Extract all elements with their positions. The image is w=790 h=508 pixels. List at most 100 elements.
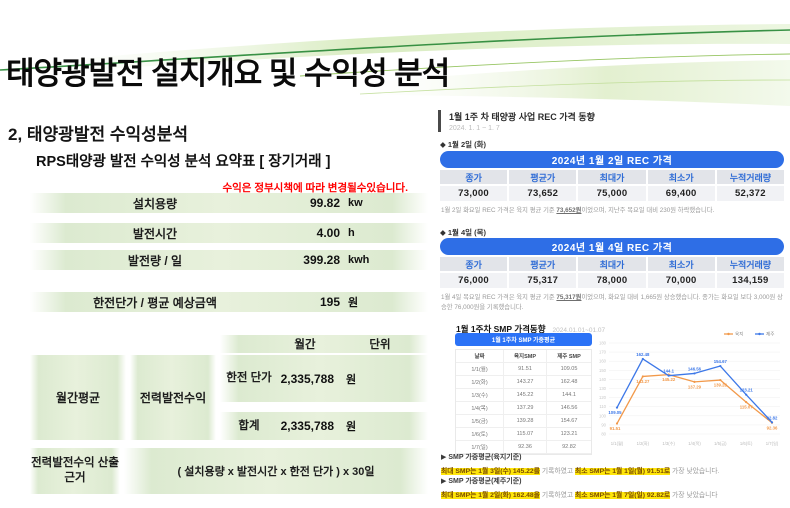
rec-value-cell: 78,000 (578, 273, 646, 288)
smp-summary-land: ▶ SMP 가중평균(육지기준) 최대 SMP는 1월 3일(수) 145.22… (441, 452, 787, 475)
monthly-average-label: 월간평균 (55, 391, 101, 405)
notice-text: 수익은 정부시책에 따라 변경될수있습니다. (222, 182, 408, 194)
smp-cell: 154.67 (547, 415, 591, 428)
smp-title-row: 1월 1주차 SMP 가격동향 2024.01.01~01.07 (456, 319, 605, 337)
row-label: 발전량 / 일 (127, 253, 183, 268)
detail-value: 2,335,788 (280, 371, 334, 386)
smp-summary-line: 최대 SMP는 1월 2일(화) 162.48을 기록하였고 최소 SMP는 1… (441, 489, 787, 499)
rec-header-period: 2024. 1. 1 ~ 1. 7 (449, 125, 500, 132)
rec-header-title: 1월 1주 차 태양광 사업 REC 가격 동향 (449, 112, 595, 122)
rec-col-header: 누적거래량 (716, 170, 784, 184)
basis-formula-cell: ( 설치용량 x 발전시간 x 한전 단가 ) x 30일 (124, 448, 428, 494)
summary-row: 발전시간 4.00 h (30, 223, 428, 243)
summary-text: 기록하였고 (539, 468, 575, 475)
svg-text:137.29: 137.29 (688, 384, 702, 389)
rec-value-cell: 76,000 (440, 273, 508, 288)
row-unit: 원 (348, 297, 359, 309)
svg-text:1/4(목): 1/4(목) (688, 441, 701, 447)
smp-cell: 144.1 (547, 389, 591, 402)
smp-cell: 92.36 (504, 441, 547, 454)
rec-value-cell: 73,652 (509, 186, 577, 201)
rec-table-title-2: 2024년 1월 4일 REC 가격 (440, 238, 784, 255)
row-value: 4.00 (316, 226, 340, 240)
rec-header: 1월 1주 차 태양광 사업 REC 가격 동향 2024. 1. 1 ~ 1.… (438, 110, 595, 132)
svg-text:91.51: 91.51 (610, 426, 621, 431)
smp-cell: 1/2(화) (456, 376, 504, 389)
rec-col-header: 최대가 (578, 170, 646, 184)
smp-cell: 137.29 (504, 402, 547, 415)
summary-table-title: RPS태양광 발전 수익성 분석 요약표 [ 장기거래 ] (36, 154, 331, 170)
smp-data-row: 1/5(금) 139.28 154.67 (456, 415, 591, 428)
svg-text:육지: 육지 (735, 331, 743, 338)
smp-cell: 1/6(토) (456, 428, 504, 441)
row-unit: h (348, 227, 355, 239)
smp-cell: 109.05 (547, 363, 591, 376)
min-smp-highlight: 최소 SMP는 1월 7일(일) 92.82로 (574, 492, 671, 499)
row-unit: kwh (348, 254, 370, 266)
svg-text:123.21: 123.21 (740, 388, 754, 393)
svg-text:1/5(금): 1/5(금) (714, 441, 727, 446)
smp-title: 1월 1주차 SMP 가격동향 (456, 324, 546, 334)
svg-text:154.67: 154.67 (714, 359, 728, 364)
rec-note-2: 1월 4일 목요일 REC 가격은 육지 평균 기준 75,317원이었으며, … (441, 293, 785, 312)
rec-note-1: 1월 2일 화요일 REC 가격은 육지 평균 기준 73,652원이었으며, … (441, 206, 785, 215)
smp-table-header: 1월 1주차 SMP 가중평균 (455, 333, 592, 346)
rec-column-headers: 종가 평균가 최대가 최소가 누적거래량 (440, 170, 784, 184)
smp-cell: 1/3(수) (456, 389, 504, 402)
svg-text:143.27: 143.27 (636, 379, 650, 384)
note-text: 이었으며, 화요일 대비 1,665원 상승했습니다. 종가는 화요일 보다 3… (441, 294, 783, 311)
detail-row-kepco: 한전 단가 2,335,788 원 (220, 355, 428, 402)
rec-col-header: 종가 (440, 170, 508, 184)
smp-cell: 123.21 (547, 428, 591, 441)
rec-price-table-2: 2024년 1월 4일 REC 가격 종가 평균가 최대가 최소가 누적거래량 76,0… (440, 238, 784, 288)
svg-text:180: 180 (599, 341, 607, 346)
smp-header-row: 날짜 육지SMP 제주 SMP (456, 350, 591, 363)
smp-line-chart: 80 90 100 110 120 130 140 150 160 170 180 1/1(월) 1/2… (599, 331, 780, 447)
period-header: 월간 (294, 339, 316, 351)
smp-cell: 146.56 (547, 402, 591, 415)
svg-text:100: 100 (599, 413, 607, 418)
svg-text:92.36: 92.36 (767, 425, 778, 430)
row-label: 발전시간 (132, 226, 178, 241)
rec-col-header: 최소가 (647, 170, 715, 184)
rec-value-cell: 75,000 (578, 186, 646, 201)
svg-text:150: 150 (599, 368, 607, 373)
svg-text:제주: 제주 (766, 331, 774, 338)
smp-cell: 날짜 (456, 350, 504, 363)
detail-unit: 원 (346, 421, 357, 433)
svg-text:1/6(토): 1/6(토) (740, 441, 753, 446)
smp-cell: 139.28 (504, 415, 547, 428)
profitability-panel: 2, 태양광발전 수익성분석 RPS태양광 발전 수익성 분석 요약표 [ 장기… (0, 112, 434, 508)
rec-col-header: 최소가 (647, 257, 715, 271)
note-price: 75,317원 (556, 294, 582, 302)
svg-text:1/2(화): 1/2(화) (637, 441, 650, 447)
rec-value-cell: 75,317 (509, 273, 577, 288)
svg-text:1/1(월): 1/1(월) (611, 440, 624, 447)
note-text: 1월 4일 목요일 REC 가격은 육지 평균 기준 (441, 294, 557, 302)
summary-row: 발전량 / 일 399.28 kwh (30, 250, 428, 270)
smp-cell: 1/4(목) (456, 402, 504, 415)
rec-price-table-1: 2024년 1월 2일 REC 가격 종가 평균가 최대가 최소가 누적거래량 73,0… (440, 151, 784, 201)
svg-text:170: 170 (599, 350, 607, 355)
smp-cell: 115.07 (504, 428, 547, 441)
summary-row: 설치용량 99.82 kw (30, 193, 428, 213)
svg-text:140: 140 (599, 377, 607, 382)
svg-text:145.22: 145.22 (662, 377, 676, 382)
revenue-cell: 전력발전수익 (130, 355, 216, 440)
detail-unit: 원 (346, 373, 357, 386)
rec-value-cell: 73,000 (440, 186, 508, 201)
row-label: 한전단가 / 평균 예상금액 (93, 295, 217, 310)
basis-formula: ( 설치용량 x 발전시간 x 한전 단가 ) x 30일 (177, 466, 375, 478)
smp-cell: 1/5(금) (456, 415, 504, 428)
svg-text:109.05: 109.05 (608, 410, 622, 415)
smp-cell: 162.48 (547, 376, 591, 389)
svg-text:115.07: 115.07 (740, 405, 754, 410)
smp-cell: 91.51 (504, 363, 547, 376)
row-unit: kw (348, 197, 363, 209)
rec-value-cell: 52,372 (716, 186, 784, 201)
monthly-average-cell: 월간평균 (30, 355, 126, 440)
smp-data-grid: 날짜 육지SMP 제주 SMP 1/1(월) 91.51 109.05 1/2(화) 143.… (455, 349, 592, 455)
monthly-header-row: 월간 단위 (220, 335, 428, 353)
detail-value: 2,335,788 (280, 419, 334, 433)
rec-column-headers: 종가 평균가 최대가 최소가 누적거래량 (440, 257, 784, 271)
